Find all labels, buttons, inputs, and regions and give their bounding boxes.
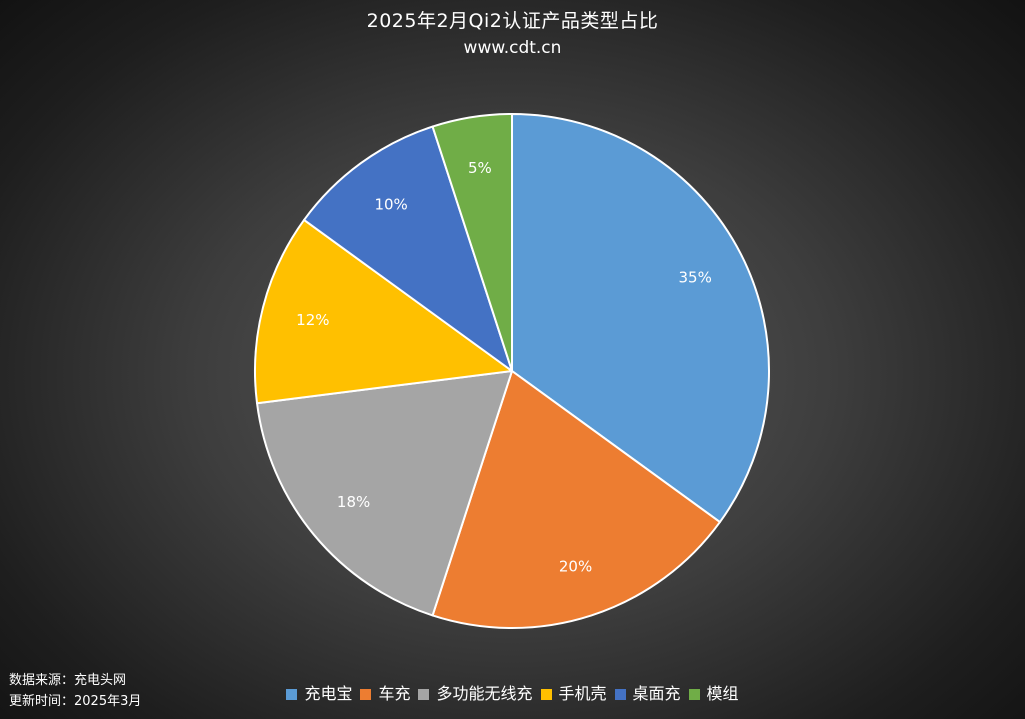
chart-title: 2025年2月Qi2认证产品类型占比: [366, 10, 659, 32]
data-source-note: 数据来源：充电头网: [9, 673, 127, 688]
legend-item: 模组: [688, 684, 739, 704]
legend-label: 模组: [706, 684, 739, 703]
legend-label: 车充: [378, 684, 411, 703]
legend-item: 桌面充: [614, 684, 681, 704]
pie-slice-6: [431, 113, 513, 372]
legend-item: 多功能无线充: [418, 684, 533, 704]
slice-data-label: 5%: [468, 159, 492, 177]
legend-label: 手机壳: [558, 684, 607, 703]
legend-swatch: [688, 688, 700, 700]
chart-subtitle: www.cdt.cn: [463, 38, 562, 58]
legend-item: 车充: [360, 684, 410, 704]
legend-label: 充电宝: [304, 684, 353, 703]
slice-data-label: 12%: [296, 311, 329, 329]
slice-data-label: 18%: [337, 493, 370, 511]
legend-item: 手机壳: [540, 684, 607, 704]
legend-swatch: [418, 688, 430, 700]
slice-data-label: 35%: [679, 269, 712, 287]
chart-legend: 充电宝 车充 多功能无线充 手机壳 桌面充 模组: [0, 684, 1025, 704]
update-time-note: 更新时间：2025年3月: [9, 694, 142, 709]
legend-swatch: [286, 688, 298, 700]
slice-data-label: 20%: [559, 558, 592, 576]
legend-swatch: [614, 688, 626, 700]
pie-slice-2: [431, 370, 721, 629]
legend-label: 桌面充: [632, 684, 681, 703]
legend-label: 多功能无线充: [436, 684, 533, 703]
legend-swatch: [360, 688, 372, 700]
slice-data-label: 10%: [374, 196, 407, 214]
legend-item: 充电宝: [286, 684, 352, 704]
pie-slice-4: [254, 218, 513, 405]
pie-slice-5: [303, 125, 513, 372]
legend-swatch: [540, 688, 552, 700]
pie-slice-3: [256, 370, 513, 617]
pie-slice-1: [511, 113, 770, 524]
